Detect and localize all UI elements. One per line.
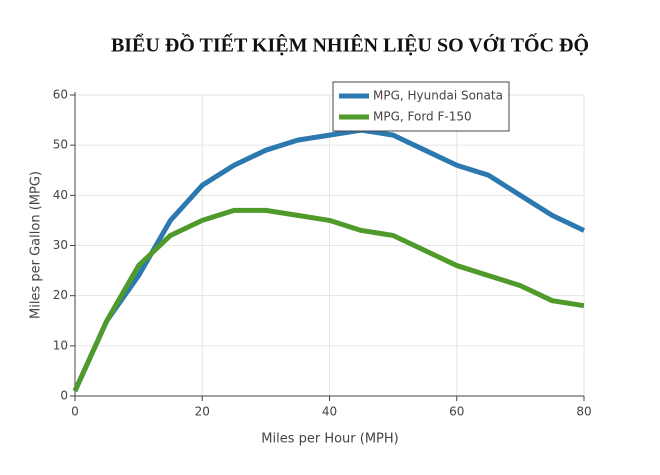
- legend-label: MPG, Hyundai Sonata: [373, 89, 503, 103]
- y-axis-label: Miles per Gallon (MPG): [29, 171, 44, 319]
- y-tick-label: 10: [53, 338, 68, 352]
- x-tick-label: 80: [576, 405, 591, 419]
- x-tick-label: 40: [322, 405, 337, 419]
- x-tick-label: 0: [71, 405, 79, 419]
- y-tick-label: 30: [53, 238, 68, 252]
- legend-box: [332, 81, 510, 132]
- legend: MPG, Hyundai Sonata MPG, Ford F-150: [332, 81, 510, 132]
- chart-title: BIỂU ĐỒ TIẾT KIỆM NHIÊN LIỆU SO VỚI TỐC …: [111, 33, 589, 57]
- x-tick-label: 60: [449, 405, 464, 419]
- y-tick-label: 60: [53, 88, 68, 102]
- y-tick-label: 0: [60, 389, 68, 403]
- x-tick-label: 20: [195, 405, 210, 419]
- legend-label: MPG, Ford F-150: [373, 110, 472, 124]
- y-tick-label: 40: [53, 188, 68, 202]
- series-line: [72, 127, 586, 393]
- y-tick-label: 20: [53, 288, 68, 302]
- x-axis-label: Miles per Hour (MPH): [261, 432, 399, 447]
- y-tick-label: 50: [53, 138, 68, 152]
- series-line: [72, 207, 585, 393]
